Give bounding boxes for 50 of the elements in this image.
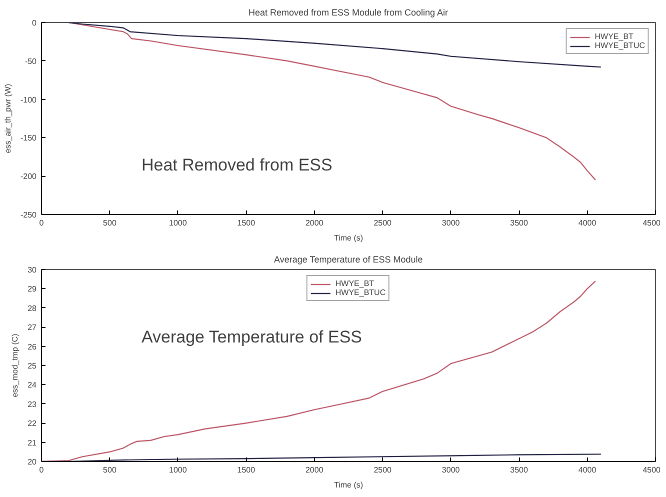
legend-label: HWYE_BT <box>335 279 374 288</box>
x-tick-label: 500 <box>103 466 117 474</box>
x-tick-label: 2500 <box>374 218 392 228</box>
line-series <box>68 22 596 181</box>
x-tick-label: 500 <box>103 218 117 228</box>
y-tick-label: 29 <box>28 284 38 294</box>
x-tick-label: 2000 <box>305 218 324 228</box>
x-tick-label: 1500 <box>237 218 256 228</box>
x-tick-label: 3500 <box>510 466 529 474</box>
y-tick-label: -200 <box>20 172 38 182</box>
legend-label: HWYE_BTUC <box>335 288 386 297</box>
x-tick-label: 1000 <box>169 218 188 228</box>
y-tick-label: 25 <box>28 362 38 370</box>
y-tick-label: 0 <box>32 18 38 28</box>
x-axis-title: Time (s) <box>334 234 364 242</box>
y-tick-label: 23 <box>28 400 38 409</box>
y-tick-label: 30 <box>28 266 38 274</box>
y-tick-label: 27 <box>28 323 38 332</box>
y-tick-label: 22 <box>28 419 38 428</box>
x-axis-title: Time (s) <box>334 480 364 490</box>
x-tick-label: 3000 <box>442 218 460 228</box>
x-tick-label: 0 <box>39 218 44 228</box>
annotation: Average Temperature of ESS <box>142 328 362 346</box>
chart-title: Average Temperature of ESS Module <box>274 254 423 264</box>
y-axis-title: ess_air_th_pwr (W) <box>3 83 12 154</box>
x-tick-label: 3000 <box>442 466 460 474</box>
y-axis-title: ess_mod_tmp (C) <box>10 333 20 398</box>
x-tick-label: 0 <box>39 466 44 474</box>
legend-label: HWYE_BT <box>594 32 634 41</box>
x-tick-label: 3500 <box>510 218 529 228</box>
x-tick-label: 4500 <box>642 466 662 474</box>
x-tick-label: 2000 <box>305 466 324 474</box>
x-tick-label: 4000 <box>578 466 597 474</box>
y-tick-label: 28 <box>28 304 38 313</box>
y-tick-label: 26 <box>28 342 38 352</box>
chart-title: Heat Removed from ESS Module from Cooling Air <box>248 8 448 18</box>
y-tick-label: -100 <box>20 95 38 104</box>
legend-label: HWYE_BTUC <box>594 41 645 50</box>
x-tick-label: 4000 <box>578 218 597 228</box>
y-tick-label: 21 <box>28 438 38 448</box>
y-tick-label: 20 <box>28 458 38 466</box>
y-tick-label: -150 <box>20 134 38 143</box>
x-tick-label: 2500 <box>374 466 392 474</box>
annotation: Heat Removed from ESS <box>142 156 332 174</box>
y-tick-label: -50 <box>24 56 38 66</box>
y-tick-label: 24 <box>28 380 38 390</box>
x-tick-label: 1000 <box>169 466 188 474</box>
x-tick-label: 4500 <box>642 218 662 228</box>
y-tick-label: -250 <box>20 210 38 220</box>
x-tick-label: 1500 <box>237 466 256 474</box>
